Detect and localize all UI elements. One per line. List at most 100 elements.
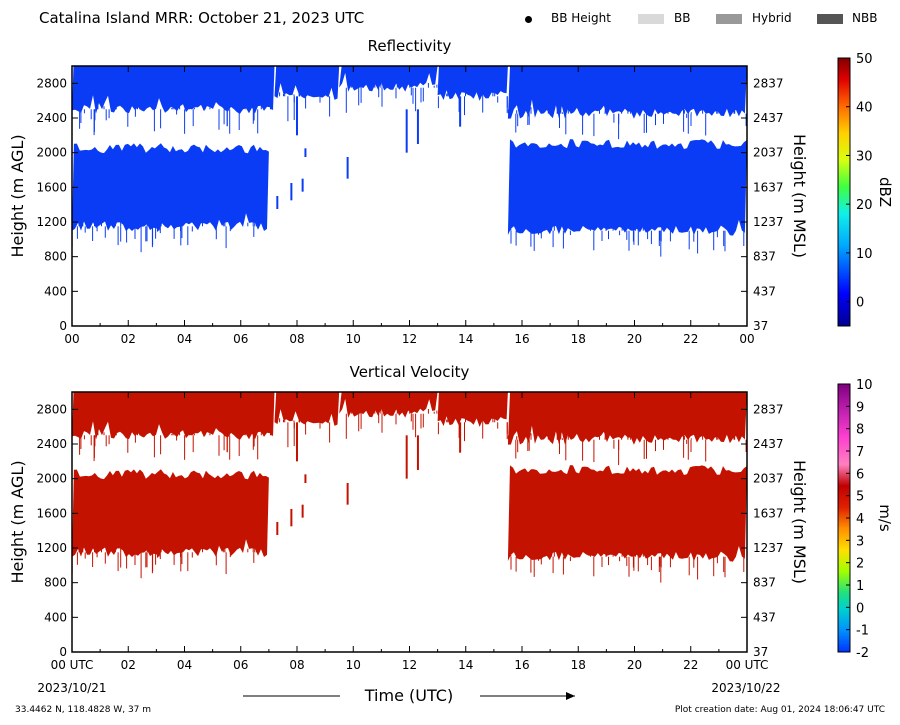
y-tick-label: 0	[59, 645, 67, 659]
y-right-axis-label: Height (m MSL)	[790, 460, 809, 584]
x-tick-label: 20	[627, 658, 642, 672]
x-tick-label: 06	[233, 332, 248, 346]
isolated-echoes	[276, 422, 462, 535]
y-right-tick-label: 2437	[753, 111, 784, 125]
colorbar-tick-label: -1	[856, 624, 869, 639]
colorbar-tick-label: 4	[856, 512, 864, 527]
colorbar-tick-label: 10	[856, 378, 873, 393]
end-date-label: 2023/10/22	[711, 681, 780, 695]
colorbar-tick-label: 2	[856, 557, 864, 572]
y-right-tick-label: 837	[753, 576, 776, 590]
x-tick-label: 16	[514, 332, 529, 346]
y-right-tick-label: 437	[753, 610, 776, 624]
x-tick-label: 10	[346, 332, 361, 346]
echo-layer-5	[507, 66, 747, 140]
data-layer	[72, 392, 747, 583]
x-tick-label: 04	[177, 332, 192, 346]
y-right-tick-label: 2037	[753, 146, 784, 160]
x-tick-label: 00 UTC	[51, 658, 94, 672]
x-axis-title: Time (UTC)	[364, 686, 453, 705]
colorbar	[837, 57, 851, 327]
y-tick-label: 2000	[36, 472, 67, 486]
panel-title: Vertical Velocity	[350, 363, 470, 381]
location-note: 33.4462 N, 118.4828 W, 37 m	[15, 705, 152, 715]
y-right-axis-label: Height (m MSL)	[790, 134, 809, 258]
x-tick-label: 04	[177, 658, 192, 672]
echo-region	[72, 143, 269, 232]
y-tick-label: 2400	[36, 437, 67, 451]
y-right-tick-label: 437	[753, 284, 776, 298]
echo-region	[507, 465, 747, 562]
echo-layer-3	[339, 392, 438, 439]
start-date-label: 2023/10/21	[37, 681, 106, 695]
legend-label-nbb: NBB	[852, 11, 878, 25]
echo-layer-5	[507, 392, 747, 466]
x-tick-label: 22	[683, 658, 698, 672]
x-tick-label: 08	[289, 332, 304, 346]
y-tick-label: 1200	[36, 541, 67, 555]
x-tick-label: 18	[571, 658, 586, 672]
colorbar-tick-label: 0	[856, 601, 864, 616]
y-right-tick-label: 2837	[753, 402, 784, 416]
legend-label-hybrid: Hybrid	[752, 11, 792, 25]
y-right-tick-label: 2437	[753, 437, 784, 451]
legend-swatch-nbb	[817, 14, 843, 24]
echo-region	[507, 66, 747, 119]
x-tick-label: 12	[402, 332, 417, 346]
echo-layer-2	[274, 66, 340, 122]
plot-title: Catalina Island MRR: October 21, 2023 UT…	[39, 9, 365, 27]
colorbar-tick-label: 8	[856, 423, 864, 438]
echo-region	[72, 66, 275, 114]
legend-label-bb: BB	[674, 11, 691, 25]
panel-title: Reflectivity	[368, 37, 452, 55]
echo-layer-1	[72, 143, 269, 253]
creation-date-note: Plot creation date: Aug 01, 2024 18:06:4…	[674, 705, 885, 715]
x-tick-label: 02	[121, 332, 136, 346]
y-axis-label: Height (m AGL)	[8, 134, 27, 257]
y-tick-label: 400	[44, 610, 67, 624]
colorbar-tick-label: -2	[856, 646, 869, 661]
colorbar-tick-label: 10	[856, 247, 873, 262]
data-layer	[72, 66, 747, 257]
echo-layer-4	[437, 66, 508, 116]
x-tick-label: 10	[346, 658, 361, 672]
y-tick-label: 400	[44, 284, 67, 298]
echo-region	[339, 392, 438, 418]
echo-region	[72, 469, 269, 558]
y-right-tick-label: 2837	[753, 76, 784, 90]
echo-region	[507, 139, 747, 236]
y-tick-label: 0	[59, 319, 67, 333]
echo-region	[274, 392, 340, 426]
x-tick-label: 16	[514, 658, 529, 672]
y-tick-label: 800	[44, 250, 67, 264]
y-tick-label: 2000	[36, 146, 67, 160]
echo-layer-4	[437, 392, 508, 442]
x-tick-label: 14	[458, 332, 473, 346]
echo-layer-0	[72, 66, 275, 136]
legend-dot-icon	[525, 16, 532, 23]
colorbar-tick-label: 50	[856, 52, 873, 67]
colorbar-tick-label: 20	[856, 198, 873, 213]
x-tick-label: 00	[64, 332, 79, 346]
x-tick-label: 22	[683, 332, 698, 346]
bb-legend: BB Height BB Hybrid NBB	[520, 11, 890, 27]
colorbar-tick-label: 3	[856, 534, 864, 549]
y-right-tick-label: 37	[753, 319, 768, 333]
x-tick-label: 14	[458, 658, 473, 672]
x-tick-label: 00 UTC	[726, 658, 769, 672]
colorbar-tick-label: 1	[856, 579, 864, 594]
arrowhead-icon	[566, 692, 575, 700]
y-tick-label: 1600	[36, 506, 67, 520]
echo-layer-3	[339, 66, 438, 113]
legend-label-bb-height: BB Height	[551, 11, 611, 25]
colorbar-tick-label: 7	[856, 445, 864, 460]
x-tick-label: 18	[571, 332, 586, 346]
y-right-tick-label: 37	[753, 645, 768, 659]
legend-swatch-hybrid	[716, 14, 742, 24]
y-tick-label: 2800	[36, 402, 67, 416]
colorbar-tick-label: 6	[856, 467, 864, 482]
x-tick-label: 00	[739, 332, 754, 346]
colorbar-label: dBZ	[876, 177, 894, 207]
y-tick-label: 1600	[36, 180, 67, 194]
